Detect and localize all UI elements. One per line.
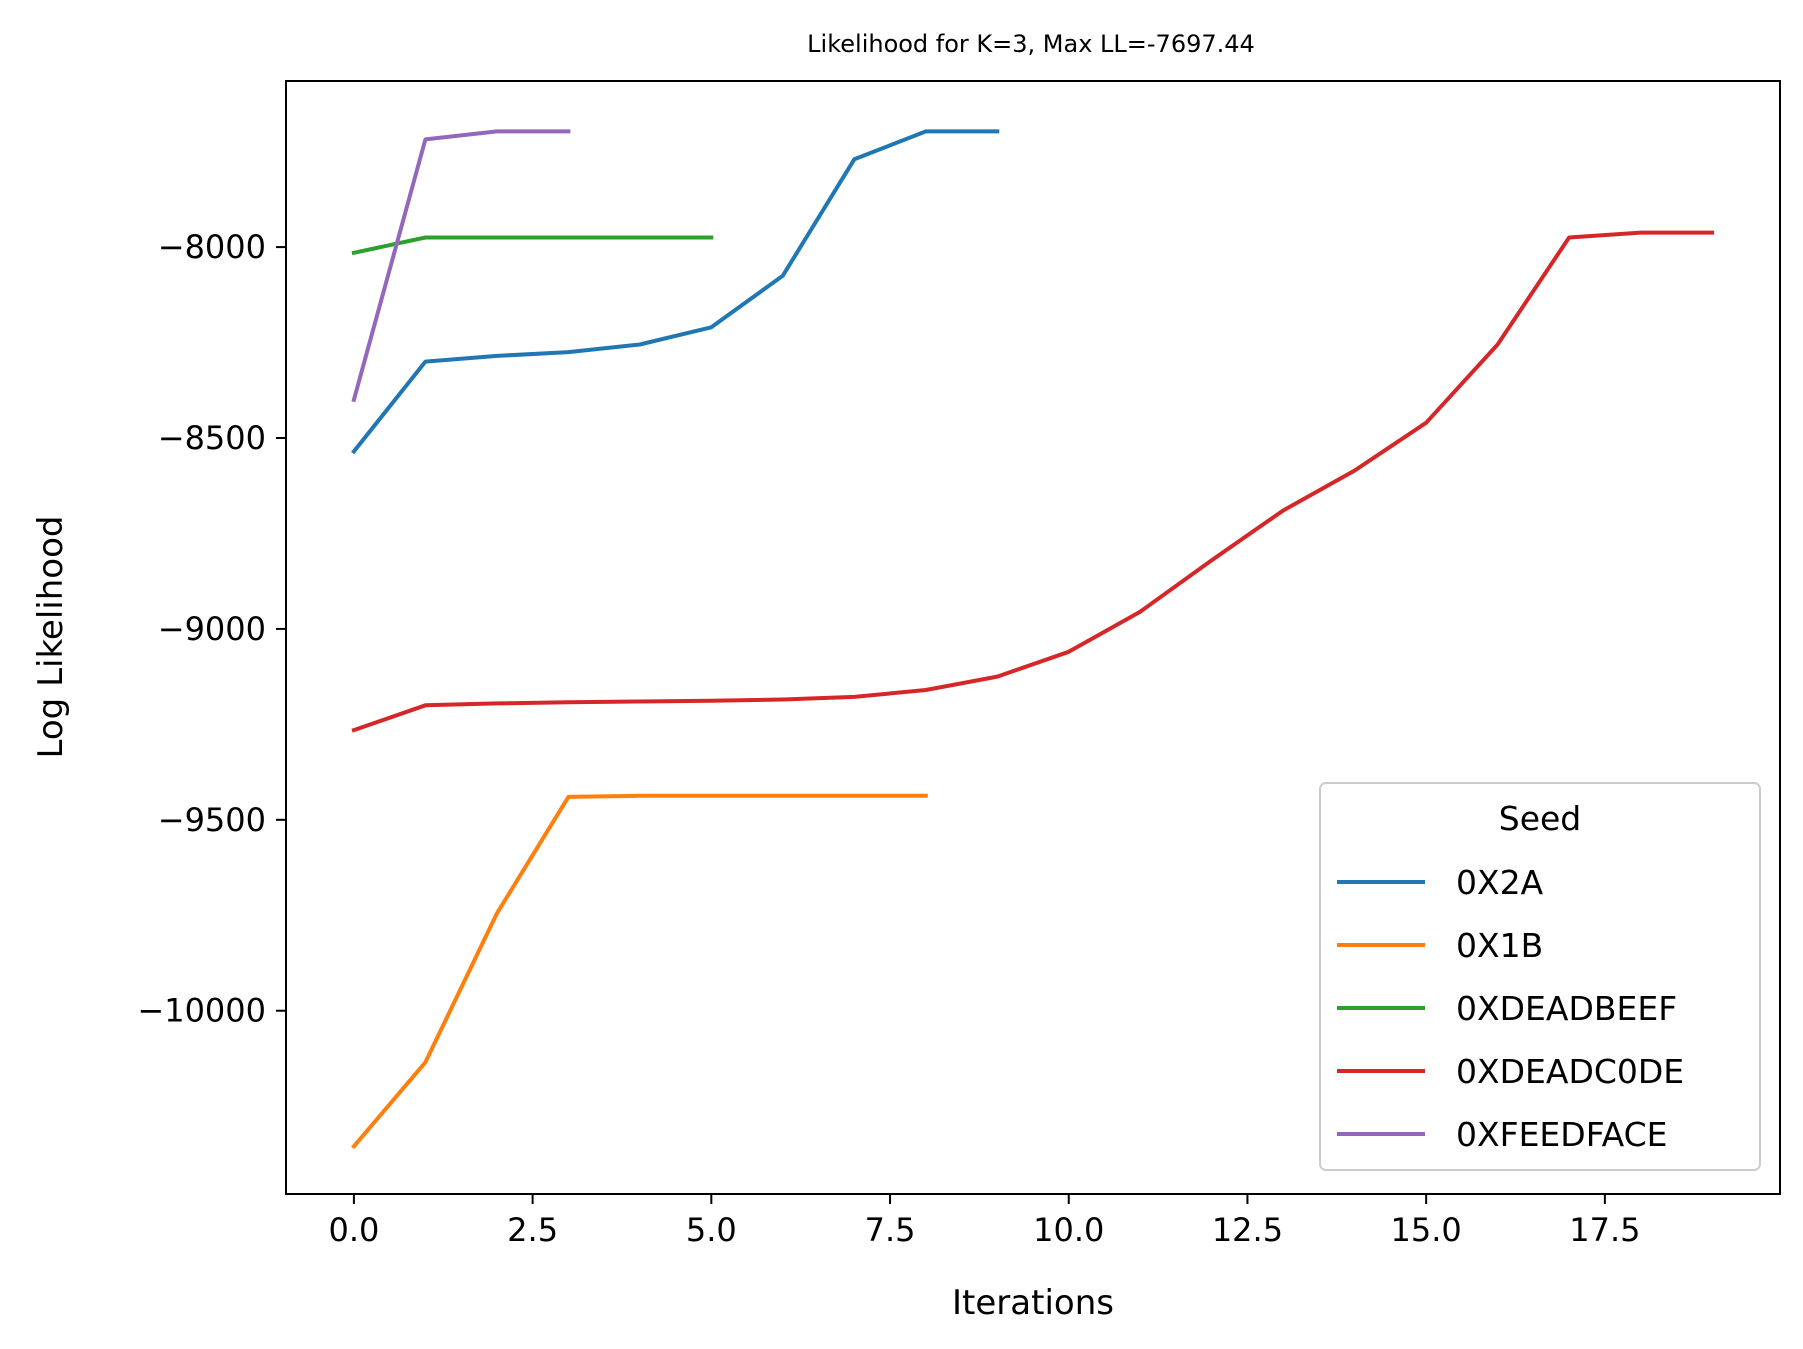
series-line-0x1b [351, 793, 928, 1150]
legend-label-0xdeadc0de: 0XDEADC0DE [1456, 1052, 1684, 1091]
y-tick-label: −9000 [158, 610, 266, 648]
x-tick-label: 12.5 [1212, 1211, 1283, 1249]
series-line-0xfeedface [351, 129, 571, 403]
legend-label-0xdeadbeef: 0XDEADBEEF [1456, 989, 1677, 1028]
x-tick-label: 15.0 [1391, 1211, 1462, 1249]
legend-label-0x2a: 0X2A [1456, 863, 1544, 902]
series-line-0xdeadc0de [351, 230, 1715, 733]
y-axis-ticks: −8000 −8500 −9000 −9500 −10000 [137, 228, 286, 1030]
plot-frame [285, 80, 1781, 1195]
series-line-0x2a [351, 129, 1000, 455]
x-axis-label: Iterations [952, 1283, 1114, 1323]
chart-title: Likelihood for K=3, Max LL=-7697.44 [807, 30, 1255, 58]
legend-label-0x1b: 0X1B [1456, 926, 1543, 965]
y-tick-label: −10000 [137, 992, 266, 1030]
x-tick-label: 17.5 [1569, 1211, 1640, 1249]
y-tick-label: −9500 [158, 801, 266, 839]
legend-title: Seed [1499, 799, 1582, 838]
y-tick-label: −8500 [158, 419, 266, 457]
legend-box [1319, 782, 1761, 1171]
y-tick-label: −8000 [158, 228, 266, 266]
x-tick-label: 10.0 [1033, 1211, 1104, 1249]
series-line-0xdeadbeef [351, 235, 714, 256]
legend-label-0xfeedface: 0XFEEDFACE [1456, 1115, 1668, 1154]
x-axis-ticks: 0.0 2.5 5.0 7.5 10.0 12.5 15.0 17.5 [328, 1194, 1640, 1249]
series-layer [351, 129, 1715, 1150]
x-tick-label: 0.0 [328, 1211, 379, 1249]
legend: Seed 0X2A 0X1B 0XDEADBEEF 0XDEADC0DE 0XFEEDF… [1319, 782, 1761, 1171]
legend-entries: 0X2A 0X1B 0XDEADBEEF 0XDEADC0DE 0XFEEDFACE [1337, 863, 1684, 1154]
x-tick-label: 5.0 [686, 1211, 737, 1249]
x-tick-label: 2.5 [507, 1211, 558, 1249]
x-tick-label: 7.5 [865, 1211, 916, 1249]
y-axis-label: Log Likelihood [31, 516, 71, 759]
